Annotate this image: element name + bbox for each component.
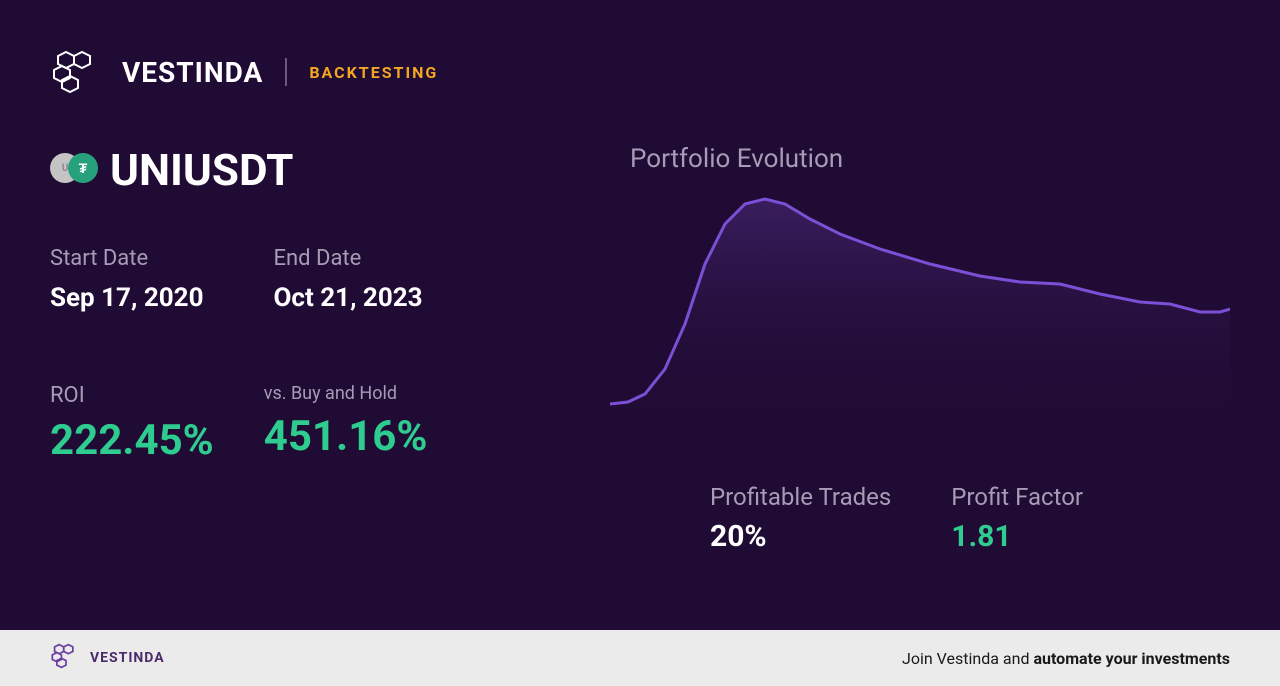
section-label: BACKTESTING: [309, 63, 438, 82]
footer-cta-prefix: Join Vestinda and: [902, 649, 1033, 668]
dates-row: Start Date Sep 17, 2020 End Date Oct 21,…: [50, 246, 550, 313]
portfolio-chart: [610, 184, 1230, 444]
roi-block: ROI 222.45%: [50, 383, 214, 465]
header: VESTINDA BACKTESTING: [0, 0, 1280, 114]
start-date-value: Sep 17, 2020: [50, 283, 204, 313]
left-metrics-row: ROI 222.45% vs. Buy and Hold 451.16%: [50, 383, 550, 465]
vs-buyhold-label: vs. Buy and Hold: [264, 383, 428, 404]
coin2-icon: ₮: [68, 153, 98, 183]
end-date-block: End Date Oct 21, 2023: [274, 246, 423, 313]
profit-factor-value: 1.81: [951, 519, 1083, 554]
header-divider: [285, 58, 287, 86]
vs-buyhold-value: 451.16%: [264, 412, 428, 461]
profitable-trades-value: 20%: [710, 519, 891, 554]
footer-logo: VESTINDA: [50, 643, 165, 673]
pair-row: U ₮ UNIUSDT: [50, 144, 550, 196]
right-column: Portfolio Evolution Profitable Trades 20…: [610, 144, 1230, 554]
vestinda-logo-icon-small: [50, 643, 82, 673]
vestinda-logo-icon: [50, 50, 106, 94]
footer-brand: VESTINDA: [90, 650, 165, 666]
profit-factor-block: Profit Factor 1.81: [951, 483, 1083, 554]
pair-symbol: UNIUSDT: [110, 144, 293, 196]
profit-factor-label: Profit Factor: [951, 483, 1083, 511]
profitable-trades-block: Profitable Trades 20%: [710, 483, 891, 554]
start-date-label: Start Date: [50, 246, 204, 271]
vs-buyhold-block: vs. Buy and Hold 451.16%: [264, 383, 428, 465]
coin-pair-icons: U ₮: [50, 153, 98, 187]
roi-label: ROI: [50, 383, 214, 408]
start-date-block: Start Date Sep 17, 2020: [50, 246, 204, 313]
footer-cta-bold: automate your investments: [1033, 649, 1230, 668]
left-column: U ₮ UNIUSDT Start Date Sep 17, 2020 End …: [50, 144, 550, 554]
end-date-label: End Date: [274, 246, 423, 271]
main-content: U ₮ UNIUSDT Start Date Sep 17, 2020 End …: [0, 114, 1280, 554]
chart-title: Portfolio Evolution: [610, 144, 1230, 174]
right-metrics-row: Profitable Trades 20% Profit Factor 1.81: [610, 483, 1230, 554]
footer-cta: Join Vestinda and automate your investme…: [902, 649, 1230, 668]
end-date-value: Oct 21, 2023: [274, 283, 423, 313]
footer: VESTINDA Join Vestinda and automate your…: [0, 630, 1280, 686]
brand-name: VESTINDA: [122, 56, 263, 89]
profitable-trades-label: Profitable Trades: [710, 483, 891, 511]
roi-value: 222.45%: [50, 416, 214, 465]
